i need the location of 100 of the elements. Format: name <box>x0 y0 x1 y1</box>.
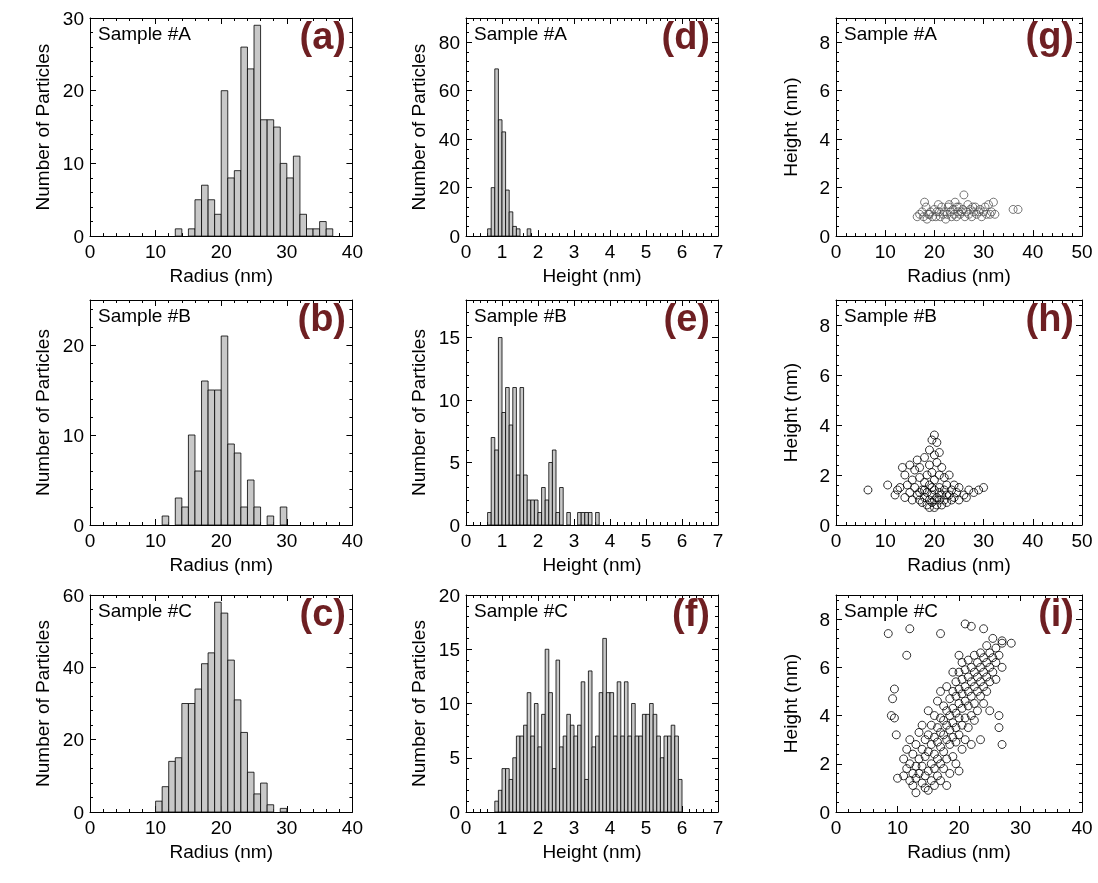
x-tick-label: 40 <box>1022 530 1044 551</box>
annotation: (h) <box>1025 297 1075 339</box>
point <box>963 200 973 210</box>
y-axis-title: Number of Particles <box>31 329 53 496</box>
y-tick-label: 30 <box>62 7 84 29</box>
annotation: Sample #A <box>474 23 568 44</box>
x-tick-label: 10 <box>145 817 167 838</box>
y-axis-title: Height (nm) <box>780 362 801 463</box>
point <box>941 214 951 224</box>
x-tick-label: 2 <box>532 530 544 551</box>
y-tick-label: 6 <box>819 80 830 102</box>
x-axis-title: Radius (nm) <box>907 265 1011 286</box>
x-tick-label: 4 <box>604 530 616 551</box>
x-axis-title: Radius (nm) <box>169 553 273 575</box>
x-tick-label: 3 <box>568 241 580 263</box>
x-tick-label: 7 <box>712 241 724 263</box>
annotation: Sample #C <box>474 600 568 621</box>
x-tick-label: 20 <box>923 241 945 263</box>
annotation: (b) <box>297 297 347 339</box>
x-tick-label: 20 <box>210 817 232 838</box>
x-tick-label: 6 <box>676 241 688 263</box>
x-tick-label: 1 <box>496 530 508 551</box>
x-tick-label: 10 <box>886 817 909 838</box>
annotation: (d) <box>661 15 711 57</box>
x-tick-label: 10 <box>145 241 167 263</box>
y-axis-title: Number of Particles <box>31 43 53 211</box>
y-tick-label: 6 <box>819 364 830 386</box>
y-axis-title: Number of Particles <box>407 620 429 787</box>
x-tick-label: 40 <box>341 817 363 838</box>
annotation: Sample #B <box>844 305 937 326</box>
annotation: (c) <box>299 592 347 634</box>
point <box>920 197 930 207</box>
y-tick-label: 60 <box>438 80 460 102</box>
x-tick-label: 7 <box>712 530 724 551</box>
x-tick-label: 20 <box>923 530 945 551</box>
point <box>988 197 998 207</box>
x-tick-label: 6 <box>676 530 688 551</box>
y-tick-label: 2 <box>819 177 830 199</box>
x-tick-label: 6 <box>676 817 688 838</box>
y-tick-label: 10 <box>62 152 84 174</box>
annotation: (f) <box>672 592 711 634</box>
y-tick-label: 8 <box>819 31 830 53</box>
x-tick-label: 5 <box>640 817 652 838</box>
x-tick-label: 30 <box>1009 817 1032 838</box>
y-tick-label: 4 <box>819 414 831 436</box>
y-tick-label: 15 <box>438 638 460 660</box>
y-tick-label: 4 <box>819 128 831 150</box>
x-tick-label: 20 <box>210 530 232 551</box>
x-tick-label: 1 <box>496 817 508 838</box>
y-tick-label: 5 <box>449 747 460 769</box>
x-tick-label: 10 <box>874 530 896 551</box>
y-tick-label: 8 <box>819 314 830 336</box>
x-tick-label: 2 <box>532 241 544 263</box>
annotation: (g) <box>1025 15 1075 57</box>
point <box>933 200 943 210</box>
x-tick-label: 30 <box>276 817 298 838</box>
x-tick-label: 1 <box>496 241 508 263</box>
y-tick-label: 0 <box>449 514 460 536</box>
x-axis-title: Height (nm) <box>542 553 642 575</box>
x-tick-label: 3 <box>568 530 580 551</box>
annotation: (i) <box>1038 592 1075 634</box>
x-axis-title: Radius (nm) <box>907 553 1011 575</box>
y-axis-title: Number of Particles <box>407 329 429 496</box>
y-tick-label: 40 <box>438 128 460 150</box>
annotation: (a) <box>299 15 347 57</box>
annotation: Sample #C <box>98 600 192 621</box>
y-axis-title: Height (nm) <box>780 77 801 177</box>
x-tick-label: 10 <box>145 530 167 551</box>
annotation: Sample #C <box>844 600 938 621</box>
y-tick-label: 6 <box>819 656 830 678</box>
y-tick-label: 0 <box>449 225 460 247</box>
y-tick-label: 0 <box>73 801 84 823</box>
y-tick-label: 0 <box>73 514 84 536</box>
y-tick-label: 20 <box>438 177 460 199</box>
y-axis-title: Number of Particles <box>31 620 53 787</box>
x-tick-label: 20 <box>948 817 970 838</box>
x-tick-label: 7 <box>712 817 724 838</box>
point <box>959 190 969 200</box>
x-axis-title: Radius (nm) <box>169 840 273 862</box>
point <box>921 202 931 212</box>
y-tick-label: 0 <box>73 225 84 247</box>
x-tick-label: 20 <box>210 241 232 263</box>
annotation: Sample #B <box>474 305 567 326</box>
point <box>931 212 941 222</box>
y-tick-label: 2 <box>819 753 830 775</box>
y-tick-label: 4 <box>819 705 831 727</box>
y-tick-label: 2 <box>819 464 830 486</box>
y-axis-title: Number of Particles <box>407 43 429 211</box>
x-tick-label: 3 <box>568 817 580 838</box>
y-tick-label: 0 <box>819 801 830 823</box>
x-tick-label: 30 <box>973 241 995 263</box>
x-tick-label: 5 <box>640 241 652 263</box>
point <box>937 202 947 212</box>
x-tick-label: 50 <box>1071 241 1093 263</box>
x-axis-title: Radius (nm) <box>169 265 273 286</box>
point <box>980 202 990 212</box>
y-tick-label: 20 <box>62 80 84 102</box>
x-tick-label: 40 <box>1071 817 1093 838</box>
y-tick-label: 8 <box>819 608 830 630</box>
annotation: Sample #A <box>844 23 938 44</box>
